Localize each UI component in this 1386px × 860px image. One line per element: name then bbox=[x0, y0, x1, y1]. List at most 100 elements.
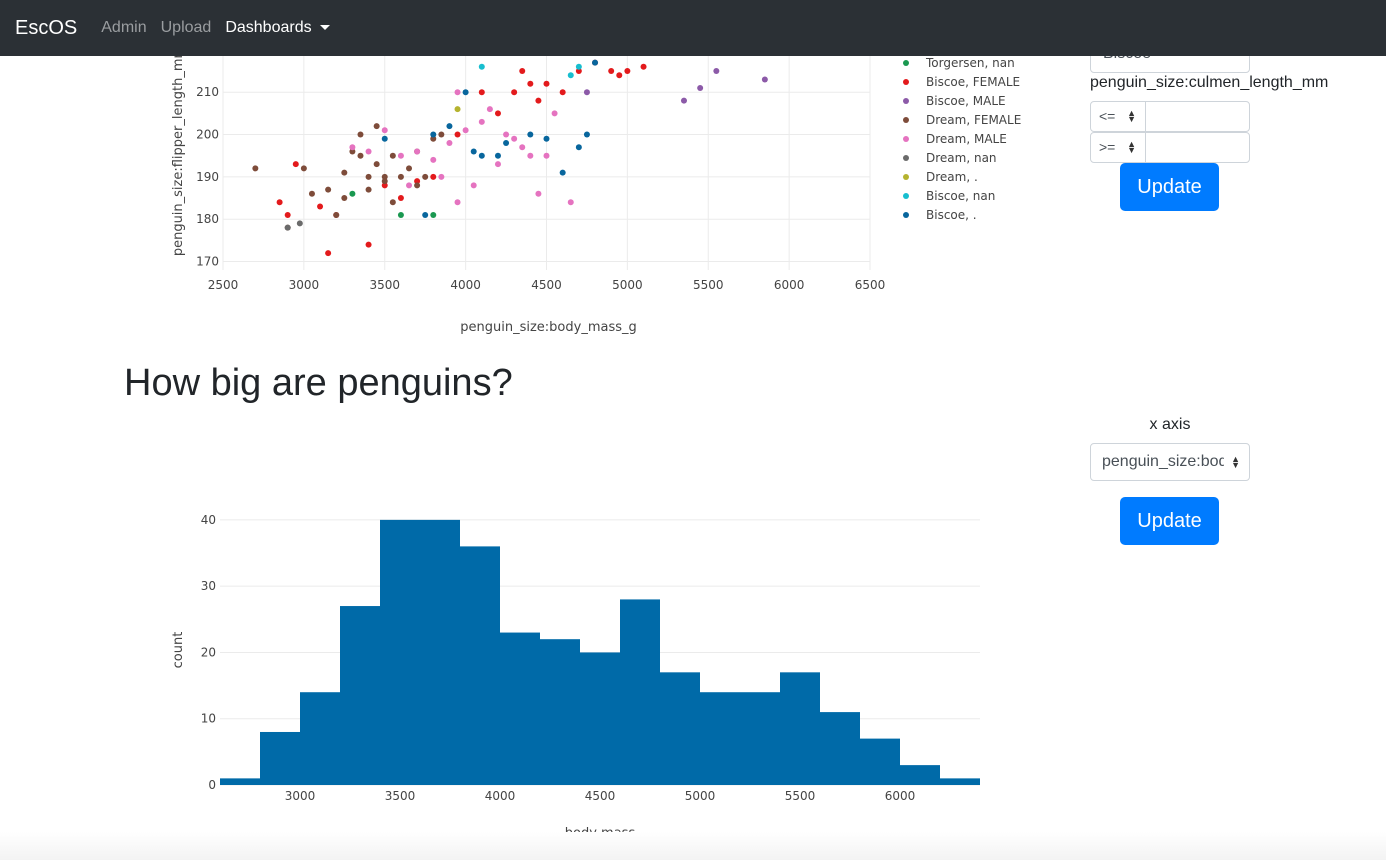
data-point bbox=[365, 173, 372, 180]
data-point bbox=[365, 241, 372, 248]
data-point bbox=[357, 131, 364, 138]
x-tick-label: 3500 bbox=[369, 278, 400, 292]
data-point bbox=[381, 182, 388, 189]
x-tick-label: 3000 bbox=[285, 789, 316, 803]
data-point bbox=[462, 127, 469, 134]
data-point bbox=[414, 178, 421, 185]
data-point bbox=[325, 250, 332, 257]
data-point bbox=[543, 135, 550, 142]
legend-label: Biscoe, MALE bbox=[926, 94, 1006, 108]
data-point bbox=[511, 135, 518, 142]
update-button-scatter[interactable]: Update bbox=[1120, 163, 1219, 211]
y-axis-title: penguin_size:flipper_length_mm bbox=[171, 56, 186, 256]
data-point bbox=[389, 152, 396, 159]
filter-value-input-le[interactable] bbox=[1145, 101, 1250, 132]
data-point bbox=[446, 123, 453, 130]
data-point bbox=[292, 161, 299, 168]
histogram-bar bbox=[420, 519, 460, 785]
data-point bbox=[454, 106, 461, 113]
histogram-bar bbox=[380, 519, 420, 785]
data-point bbox=[575, 68, 582, 75]
nav-admin[interactable]: Admin bbox=[101, 19, 147, 36]
data-point bbox=[397, 173, 404, 180]
data-point bbox=[527, 131, 534, 138]
x-tick-label: 4500 bbox=[531, 278, 562, 292]
data-point bbox=[470, 182, 477, 189]
caret-down-icon bbox=[319, 25, 330, 31]
data-point bbox=[616, 72, 623, 79]
x-tick-label: 5500 bbox=[785, 789, 816, 803]
histogram-bar bbox=[580, 652, 620, 785]
data-point bbox=[300, 165, 307, 172]
data-point bbox=[761, 76, 768, 83]
histogram-bar bbox=[220, 778, 260, 785]
data-point bbox=[438, 131, 445, 138]
operator-ge-value: >= bbox=[1099, 139, 1116, 155]
data-point bbox=[454, 131, 461, 138]
page-bottom-fade bbox=[0, 832, 1386, 860]
data-point bbox=[567, 199, 574, 206]
data-point bbox=[486, 106, 493, 113]
histogram-bar bbox=[820, 712, 860, 785]
data-point bbox=[252, 165, 259, 172]
x-axis-select-value: penguin_size:body_mass_g bbox=[1102, 453, 1224, 470]
data-point bbox=[713, 68, 720, 75]
data-point bbox=[430, 211, 437, 218]
nav-dashboards-label: Dashboards bbox=[225, 19, 312, 36]
histogram-bar bbox=[660, 672, 700, 785]
data-point bbox=[397, 195, 404, 202]
nav-dashboards[interactable]: Dashboards bbox=[225, 19, 330, 37]
data-point bbox=[535, 97, 542, 104]
data-point bbox=[478, 118, 485, 125]
sort-arrows-icon: ▲ ▼ bbox=[1231, 454, 1240, 470]
data-point bbox=[341, 195, 348, 202]
nav-upload[interactable]: Upload bbox=[160, 19, 212, 36]
scatter-chart: 2500 3000 3500 4000 4500 5000 5500 6000 6500 170 1… bbox=[171, 56, 1021, 335]
legend-marker bbox=[903, 98, 909, 104]
x-tick-label: 5500 bbox=[693, 278, 724, 292]
filter-field-label: penguin_size:culmen_length_mm bbox=[1090, 74, 1329, 91]
data-point bbox=[422, 211, 429, 218]
filter-value-input-ge[interactable] bbox=[1145, 132, 1250, 163]
x-axis-select[interactable]: penguin_size:body_mass_g ▲▼ bbox=[1090, 443, 1250, 481]
operator-select-le[interactable]: <= ▲ ▼ bbox=[1090, 101, 1146, 132]
data-point bbox=[414, 182, 421, 189]
data-point bbox=[341, 169, 348, 176]
data-point bbox=[454, 199, 461, 206]
legend-label: Biscoe, FEMALE bbox=[926, 75, 1020, 89]
update-button-histogram[interactable]: Update bbox=[1120, 497, 1219, 545]
data-point bbox=[575, 63, 582, 70]
data-point bbox=[381, 178, 388, 185]
data-point bbox=[559, 89, 566, 96]
legend-label: Dream, . bbox=[926, 170, 978, 184]
data-point bbox=[373, 123, 380, 130]
x-axis-label: x axis bbox=[1149, 416, 1191, 433]
data-point bbox=[511, 89, 518, 96]
x-tick-label: 4000 bbox=[450, 278, 481, 292]
data-point bbox=[397, 152, 404, 159]
operator-select-ge[interactable]: >= ▲ ▼ bbox=[1090, 132, 1146, 163]
y-tick-label: 30 bbox=[201, 579, 216, 593]
legend-label: Dream, nan bbox=[926, 151, 997, 165]
legend-marker bbox=[903, 212, 909, 218]
data-point bbox=[624, 68, 631, 75]
data-point bbox=[478, 63, 485, 70]
x-axis-title: penguin_size:body_mass_g bbox=[460, 320, 637, 335]
data-point bbox=[284, 211, 291, 218]
data-point bbox=[583, 131, 590, 138]
data-point bbox=[406, 165, 413, 172]
x-tick-label: 5000 bbox=[685, 789, 716, 803]
histogram-bar bbox=[780, 672, 820, 785]
x-tick-label: 5000 bbox=[612, 278, 643, 292]
brand-link[interactable]: EscOS bbox=[15, 16, 78, 39]
data-point bbox=[284, 224, 291, 231]
data-point bbox=[381, 135, 388, 142]
x-tick-label: 4500 bbox=[585, 789, 616, 803]
data-point bbox=[462, 89, 469, 96]
histogram-chart: 0102030403000350040004500500055006000bod… bbox=[171, 513, 980, 841]
data-point bbox=[608, 68, 615, 75]
histogram-bar bbox=[860, 738, 900, 785]
data-point bbox=[430, 173, 437, 180]
data-point bbox=[551, 110, 558, 117]
data-point bbox=[583, 89, 590, 96]
